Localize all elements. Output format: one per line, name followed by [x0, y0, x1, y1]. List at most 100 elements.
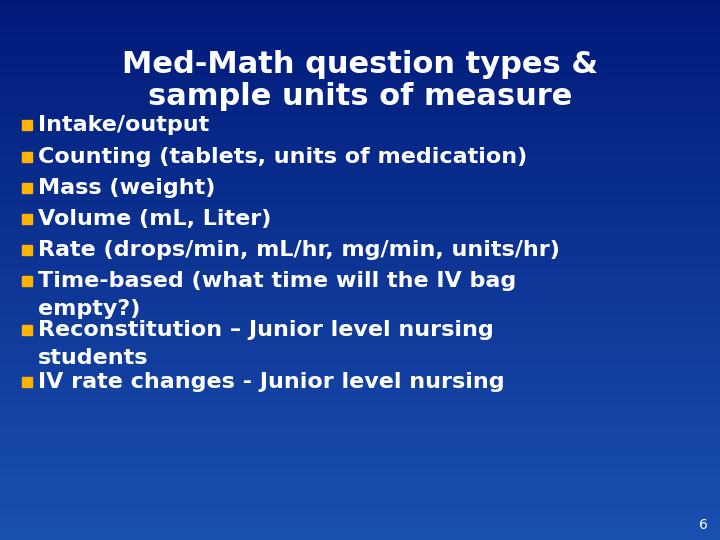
Bar — [0, 427, 720, 429]
Bar — [0, 351, 720, 354]
Bar — [0, 435, 720, 437]
Bar — [0, 305, 720, 308]
Bar — [0, 416, 720, 418]
Bar — [0, 421, 720, 424]
Bar — [0, 448, 720, 451]
Bar — [0, 440, 720, 443]
Bar — [0, 27, 720, 30]
Bar — [0, 386, 720, 389]
Bar — [0, 8, 720, 11]
Bar — [0, 78, 720, 81]
Bar — [0, 505, 720, 508]
Bar — [0, 483, 720, 486]
Bar — [22, 245, 32, 255]
Bar — [0, 256, 720, 259]
Bar — [0, 472, 720, 475]
Bar — [0, 176, 720, 178]
Bar — [0, 413, 720, 416]
Bar — [0, 462, 720, 464]
Bar — [0, 467, 720, 470]
Bar — [0, 343, 720, 346]
Bar — [0, 162, 720, 165]
Bar — [0, 394, 720, 397]
Bar — [0, 54, 720, 57]
Bar — [0, 478, 720, 481]
Bar — [0, 92, 720, 94]
Bar — [0, 251, 720, 254]
Bar — [0, 208, 720, 211]
Text: Rate (drops/min, mL/hr, mg/min, units/hr): Rate (drops/min, mL/hr, mg/min, units/hr… — [38, 240, 560, 260]
Bar — [0, 308, 720, 310]
Bar — [0, 508, 720, 510]
Bar — [0, 248, 720, 251]
Bar — [0, 30, 720, 32]
Bar — [0, 140, 720, 143]
Bar — [0, 186, 720, 189]
Bar — [0, 273, 720, 275]
Bar — [0, 381, 720, 383]
Bar — [0, 81, 720, 84]
Bar — [0, 173, 720, 176]
Bar — [0, 165, 720, 167]
Bar — [0, 364, 720, 367]
Bar — [0, 292, 720, 294]
Bar — [0, 491, 720, 494]
Bar — [0, 362, 720, 364]
Bar — [0, 178, 720, 181]
Bar — [0, 219, 720, 221]
Bar — [0, 132, 720, 135]
Bar — [0, 332, 720, 335]
Bar — [0, 97, 720, 100]
Bar — [0, 537, 720, 540]
Bar — [0, 38, 720, 40]
Bar — [0, 70, 720, 73]
Bar — [0, 281, 720, 284]
Bar — [0, 5, 720, 8]
Bar — [0, 32, 720, 35]
Bar — [0, 459, 720, 462]
Bar — [0, 375, 720, 378]
Bar — [0, 297, 720, 300]
Bar — [0, 254, 720, 256]
Bar — [0, 240, 720, 243]
Text: IV rate changes - Junior level nursing: IV rate changes - Junior level nursing — [38, 372, 505, 392]
Bar — [0, 94, 720, 97]
Bar — [0, 513, 720, 516]
Bar — [0, 367, 720, 370]
Bar — [0, 340, 720, 343]
Bar — [0, 262, 720, 265]
Bar — [0, 456, 720, 459]
Bar — [0, 51, 720, 54]
Bar — [0, 275, 720, 278]
Bar — [0, 181, 720, 184]
Bar — [22, 377, 32, 387]
Bar — [0, 432, 720, 435]
Bar — [0, 424, 720, 427]
Bar — [0, 532, 720, 535]
Bar — [0, 116, 720, 119]
Bar — [0, 14, 720, 16]
Bar — [0, 143, 720, 146]
Bar — [0, 302, 720, 305]
Bar — [0, 524, 720, 526]
Bar — [0, 329, 720, 332]
Text: empty?): empty?) — [38, 299, 140, 319]
Bar — [0, 310, 720, 313]
Bar — [0, 265, 720, 267]
Text: 6: 6 — [699, 518, 708, 532]
Bar — [0, 235, 720, 238]
Bar — [0, 148, 720, 151]
Bar — [22, 183, 32, 193]
Bar — [0, 16, 720, 19]
Bar — [0, 408, 720, 410]
Bar — [0, 167, 720, 170]
Bar — [0, 464, 720, 467]
Bar — [0, 378, 720, 381]
Bar — [0, 454, 720, 456]
Bar — [0, 510, 720, 513]
Bar — [0, 289, 720, 292]
Bar — [0, 397, 720, 400]
Bar — [22, 214, 32, 224]
Bar — [0, 324, 720, 327]
Bar — [0, 518, 720, 521]
